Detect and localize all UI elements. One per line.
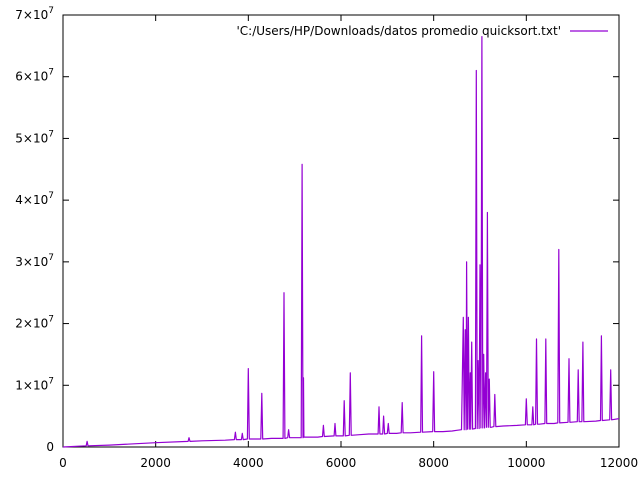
y-tick-mantissa: 5×10 [15, 131, 48, 145]
y-tick-exponent: 7 [48, 315, 54, 325]
legend: 'C:/Users/HP/Downloads/datos promedio qu… [236, 24, 608, 38]
y-tick-mantissa: 7×10 [15, 8, 48, 22]
legend-label: 'C:/Users/HP/Downloads/datos promedio qu… [236, 24, 561, 38]
x-tick-label: 10000 [507, 456, 545, 470]
y-tick-mantissa: 1×10 [15, 378, 48, 392]
y-tick-label: 3×107 [15, 253, 54, 269]
x-axis-ticks: 0 2000 4000 6000 8000 10000 12000 [59, 15, 638, 470]
y-tick-label: 7×107 [15, 6, 54, 22]
y-tick-label: 2×107 [15, 315, 54, 331]
y-tick-mantissa: 3×10 [15, 255, 48, 269]
x-tick-label: 12000 [600, 456, 638, 470]
y-tick-mantissa: 4×10 [15, 193, 48, 207]
y-tick-mantissa: 0 [46, 440, 54, 454]
y-tick-mantissa: 6×10 [15, 70, 48, 84]
y-tick-exponent: 7 [48, 6, 54, 16]
x-tick-label: 6000 [326, 456, 357, 470]
y-tick-exponent: 7 [48, 129, 54, 139]
y-tick-exponent: 7 [48, 376, 54, 386]
x-tick-label: 2000 [140, 456, 171, 470]
y-tick-mantissa: 2×10 [15, 317, 48, 331]
x-tick-label: 4000 [233, 456, 264, 470]
y-tick-exponent: 7 [48, 191, 54, 201]
y-tick-label: 5×107 [15, 129, 54, 145]
x-tick-label: 0 [59, 456, 67, 470]
y-tick-exponent: 7 [48, 68, 54, 78]
x-tick-label: 8000 [418, 456, 449, 470]
y-tick-label: 4×107 [15, 191, 54, 207]
plot-frame [62, 14, 620, 448]
y-tick-label: 1×107 [15, 376, 54, 392]
y-tick-exponent: 7 [48, 253, 54, 263]
y-tick-label: 6×107 [15, 68, 54, 84]
series-line [62, 35, 620, 448]
y-tick-label: 0 [46, 440, 54, 454]
